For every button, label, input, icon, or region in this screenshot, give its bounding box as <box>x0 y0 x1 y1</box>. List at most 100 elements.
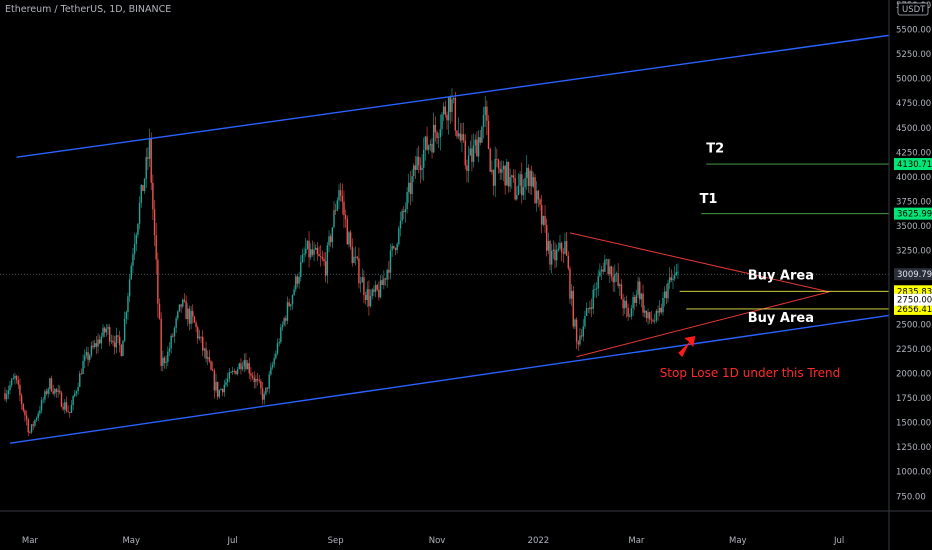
candle <box>388 260 390 280</box>
x-tick-label: May <box>729 536 747 546</box>
candle <box>108 324 111 347</box>
candle <box>649 311 651 324</box>
candle <box>516 186 518 201</box>
candle <box>464 134 466 170</box>
candle <box>226 372 229 387</box>
candle <box>499 161 501 180</box>
candle <box>454 91 457 137</box>
candle <box>221 388 224 397</box>
candle <box>311 240 314 257</box>
candle <box>466 159 468 183</box>
candle <box>393 245 395 250</box>
candle <box>351 238 353 267</box>
candle <box>565 231 568 256</box>
candle <box>394 247 397 256</box>
svg-text:3625.99: 3625.99 <box>897 210 932 220</box>
y-tick-label: 5500.00 <box>896 25 931 35</box>
candle <box>624 296 626 315</box>
svg-text:2835.83: 2835.83 <box>897 287 932 297</box>
candle <box>607 258 609 276</box>
candle <box>59 385 61 395</box>
candle <box>185 295 187 320</box>
candle <box>564 232 566 255</box>
candle <box>261 382 264 405</box>
candle <box>584 310 586 329</box>
candle <box>579 327 581 347</box>
candle <box>69 411 71 418</box>
candle <box>29 430 31 434</box>
y-tick-label: 4500.00 <box>896 124 931 134</box>
candle <box>408 173 410 204</box>
y-tick-label: 5000.00 <box>896 75 931 85</box>
candle <box>236 366 239 376</box>
candle <box>42 397 44 404</box>
candle <box>20 393 23 410</box>
candle <box>514 169 516 201</box>
y-tick-label: 2500.00 <box>896 320 931 330</box>
candle <box>143 177 146 194</box>
candle <box>481 125 483 143</box>
candle <box>373 285 375 297</box>
candle <box>211 361 214 372</box>
candle <box>99 334 101 345</box>
candle <box>331 226 334 249</box>
candle <box>138 196 141 230</box>
candle <box>52 384 54 396</box>
time-axis[interactable]: Mar May Jul Sep Nov 2022 Mar May Jul <box>0 510 932 546</box>
candle <box>89 353 91 363</box>
trend-line-triangle-lower <box>576 291 830 358</box>
candle <box>158 298 161 320</box>
candle <box>539 197 541 211</box>
candle <box>49 377 51 395</box>
candle <box>550 243 553 274</box>
candle <box>278 338 280 347</box>
trend-line-channel-lower <box>9 314 890 444</box>
candle <box>555 244 558 268</box>
candle <box>642 284 644 317</box>
candle <box>258 375 260 384</box>
candle <box>396 241 398 254</box>
candle <box>534 173 536 204</box>
trend-line-triangle-upper <box>569 232 830 293</box>
candle <box>233 368 235 375</box>
candle <box>57 384 59 398</box>
candle <box>107 323 109 336</box>
candle <box>198 329 201 341</box>
candle <box>12 373 14 380</box>
candle <box>507 161 510 193</box>
candle <box>431 138 433 159</box>
candle <box>64 399 66 414</box>
candle <box>62 402 64 411</box>
candle <box>489 147 491 173</box>
symbol-title[interactable]: Ethereum / TetherUS, 1D, BINANCE <box>5 4 172 15</box>
candle <box>92 340 94 350</box>
candle <box>315 244 317 251</box>
candle <box>336 197 339 212</box>
y-tick-label: 5250.00 <box>896 50 931 60</box>
candle <box>506 159 508 186</box>
candle <box>193 315 196 324</box>
candle <box>82 354 84 375</box>
candle <box>205 341 207 363</box>
candle <box>90 341 93 358</box>
candle <box>570 284 573 306</box>
candle <box>80 368 83 375</box>
candle <box>517 173 520 196</box>
candle <box>501 160 503 180</box>
candle <box>283 316 285 327</box>
candle <box>557 242 560 252</box>
candle <box>349 229 352 250</box>
candle <box>665 284 668 305</box>
candle <box>188 305 191 331</box>
candle <box>343 190 345 229</box>
candle <box>673 266 676 281</box>
candle <box>585 302 588 317</box>
candle <box>386 268 388 288</box>
candle <box>290 303 292 311</box>
candle <box>668 267 671 289</box>
candle <box>85 346 88 359</box>
candle <box>223 379 226 397</box>
candle <box>675 263 678 276</box>
candle <box>32 421 34 431</box>
